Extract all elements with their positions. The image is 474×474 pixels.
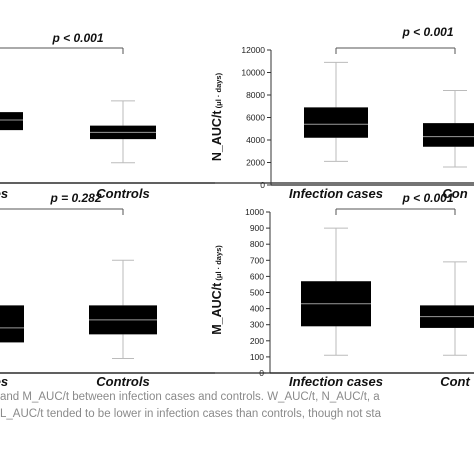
y-tick-label: 0 (260, 180, 265, 190)
x-category-label: Cont (440, 374, 470, 389)
box-iqr (304, 107, 368, 138)
y-axis-label: M_AUC/t (210, 282, 224, 335)
box-iqr (0, 305, 24, 343)
y-tick-label: 10000 (241, 68, 265, 78)
y-tick-label: 100 (250, 352, 264, 362)
p-value-label: p < 0.001 (401, 25, 453, 39)
p-value-label: p < 0.001 (51, 31, 103, 45)
x-category-label: Controls (96, 374, 149, 389)
box-plot-figure: casesControlsp < 0.001020004000600080001… (0, 25, 474, 389)
y-tick-label: 4000 (246, 135, 265, 145)
y-tick-label: 500 (250, 288, 264, 298)
x-category-label: Infection cases (289, 374, 383, 389)
y-tick-label: 2000 (246, 158, 265, 168)
y-axis-title: N_AUC/t (μl · days) (210, 72, 224, 161)
p-value-label: p = 0.282 (49, 191, 101, 205)
x-category-label: cases (0, 186, 8, 201)
y-tick-label: 8000 (246, 90, 265, 100)
x-category-label: Con (442, 186, 467, 201)
p-value-label: p < 0.001 (401, 191, 453, 205)
y-tick-label: 800 (250, 239, 264, 249)
y-tick-label: 6000 (246, 113, 265, 123)
y-tick-label: 900 (250, 223, 264, 233)
y-tick-label: 1000 (245, 207, 264, 217)
y-tick-label: 12000 (241, 45, 265, 55)
x-category-label: Infection cases (289, 186, 383, 201)
figure-caption-line-1: and M_AUC/t between infection cases and … (0, 391, 380, 403)
y-axis-label: N_AUC/t (210, 110, 224, 162)
box-iqr (423, 123, 474, 147)
figure-caption-line-2: L_AUC/t tended to be lower in infection … (0, 408, 382, 420)
x-category-label: cases (0, 374, 8, 389)
y-tick-label: 600 (250, 271, 264, 281)
y-tick-label: 700 (250, 255, 264, 265)
y-tick-label: 200 (250, 336, 264, 346)
y-axis-unit: (μl · days) (214, 245, 223, 283)
box-iqr (0, 112, 23, 131)
y-axis-title: M_AUC/t (μl · days) (210, 245, 224, 335)
y-tick-label: 300 (250, 320, 264, 330)
y-axis-unit: (μl · days) (214, 72, 223, 110)
y-tick-label: 400 (250, 304, 264, 314)
x-category-label: Controls (96, 186, 149, 201)
y-tick-label: 0 (259, 368, 264, 378)
